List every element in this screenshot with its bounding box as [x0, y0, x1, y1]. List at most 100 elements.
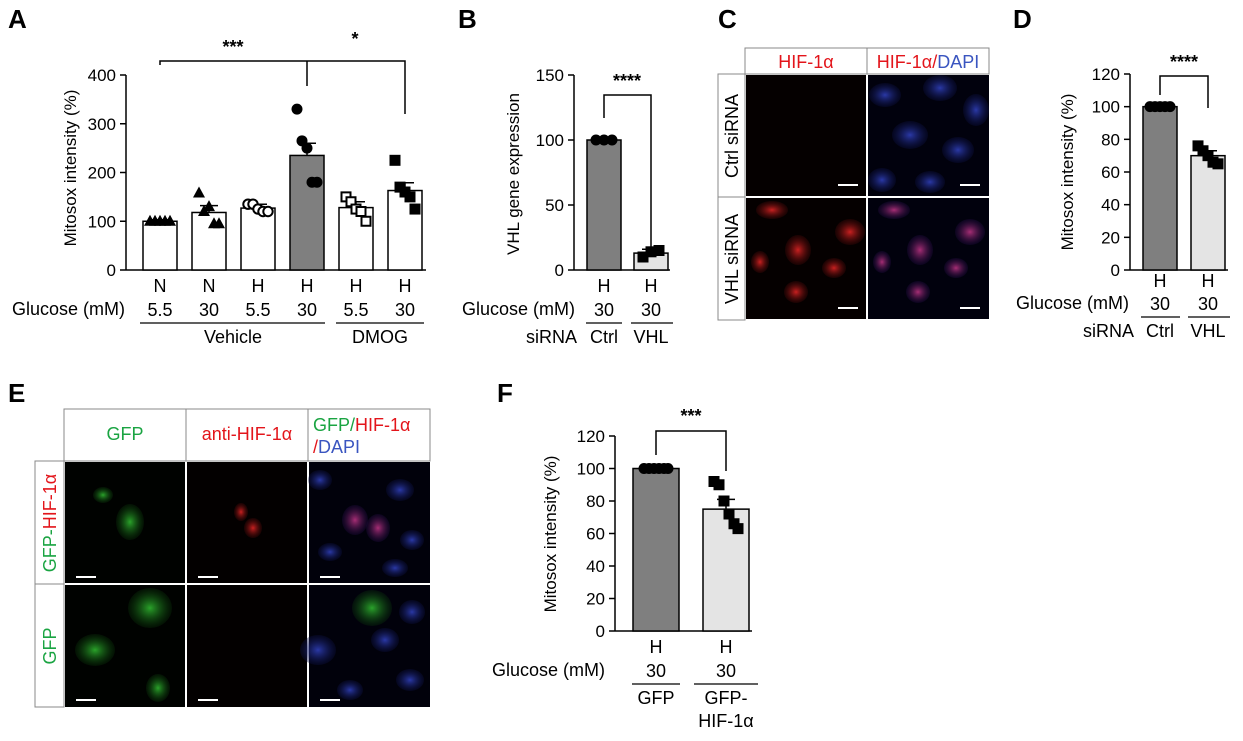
panel-f-ylabel: Mitosox intensity (%) — [541, 456, 560, 613]
y-tick-label: 40 — [586, 557, 605, 576]
panel-b-xlabel: H — [645, 276, 658, 296]
y-tick-label: 150 — [536, 66, 564, 85]
y-tick-label: 200 — [88, 164, 116, 183]
data-point — [637, 251, 649, 263]
panel-a-xlabel: H — [350, 276, 363, 296]
panel-e-row-gfp-hif: GFP-HIF-1α — [40, 474, 60, 572]
panel-d-plot: 0 20 40 60 80 100 120 — [1092, 65, 1228, 280]
y-tick-label: 400 — [88, 66, 116, 85]
panel-a-ylabel: Mitosox intensity (%) — [61, 90, 80, 247]
panel-a-bracket-1 — [159, 60, 406, 114]
panel-d-row-label-glucose: Glucose (mM) — [1016, 293, 1129, 313]
y-tick-label: 20 — [1101, 228, 1120, 247]
panel-f-xlabel: HIF-1α — [698, 711, 753, 731]
panel-e-cells-r2-merge — [300, 590, 425, 700]
y-tick-label: 50 — [545, 196, 564, 215]
bar — [289, 154, 325, 271]
panel-c-col-merge-hif: HIF-1α/ — [877, 52, 937, 72]
data-point — [355, 206, 367, 217]
panel-b-ylabel: VHL gene expression — [504, 93, 523, 255]
bar — [387, 189, 423, 271]
panel-d-xlabel: VHL — [1190, 321, 1225, 341]
panel-e-col-anti-hif: anti-HIF-1α — [202, 424, 292, 444]
panel-f-plot: 0 20 40 60 80 100 120 — [577, 427, 752, 641]
panel-b-sig: **** — [613, 71, 641, 91]
y-tick-label: 100 — [577, 460, 605, 479]
panel-f-xlabel: H — [650, 637, 663, 657]
panel-a-xlabel: 5.5 — [245, 300, 270, 320]
panel-e-col-gfp: GFP — [106, 424, 143, 444]
data-point — [360, 215, 372, 227]
panel-a-xlabel: H — [399, 276, 412, 296]
data-point — [311, 176, 323, 188]
y-tick-label: 0 — [107, 261, 116, 280]
panel-a-xrow1: N N H H H H — [154, 276, 412, 296]
panel-c-row-ctrl: Ctrl siRNA — [722, 94, 742, 178]
data-point — [590, 134, 602, 146]
data-point — [291, 103, 303, 115]
panel-c-col-hif: HIF-1α — [778, 52, 833, 72]
data-point — [598, 134, 610, 146]
panel-letter-c: C — [718, 4, 737, 34]
panel-b-xlabel: 30 — [594, 300, 614, 320]
panel-d-sig: **** — [1170, 52, 1198, 72]
panel-f-xlabel: 30 — [716, 661, 736, 681]
panel-e-row-gfp: GFP — [40, 627, 60, 664]
panel-b-xlabel: 30 — [641, 300, 661, 320]
bar — [1190, 154, 1226, 271]
panel-c-nuclei-vhl-merge — [873, 201, 985, 303]
data-point — [404, 191, 416, 203]
panel-d-bracket — [1159, 75, 1209, 108]
panel-c-row-vhl: VHL siRNA — [722, 214, 742, 304]
panel-d-xlabel: 30 — [1150, 294, 1170, 314]
panel-letter-f: F — [497, 378, 513, 408]
panel-f-xlabel: H — [720, 637, 733, 657]
y-tick-label: 40 — [1101, 196, 1120, 215]
data-point — [606, 134, 618, 146]
y-tick-label: 80 — [586, 492, 605, 511]
y-tick-label: 0 — [555, 261, 564, 280]
panel-a-xlabel: 30 — [297, 300, 317, 320]
panel-e-col-merge-line2: /DAPI — [313, 437, 360, 457]
data-point — [301, 142, 313, 154]
panel-e-col-merge-hif: HIF-1α — [355, 415, 410, 435]
panel-b-xlabel: H — [598, 276, 611, 296]
panel-letter-a: A — [8, 4, 27, 34]
panel-f-bracket — [655, 430, 727, 471]
data-point — [389, 154, 401, 166]
panel-e-scale-bars — [76, 576, 340, 701]
panel-a-plot: 0 100 200 300 400 — [88, 66, 426, 280]
panel-a-glucose-label: Glucose (mM) — [12, 299, 125, 319]
panel-a-xlabel: 30 — [199, 300, 219, 320]
panel-b: B VHL gene expression 0 50 100 150 **** Glu… — [458, 4, 673, 347]
data-point — [718, 495, 730, 507]
panel-e-col-merge-gfp: GFP/ — [313, 415, 355, 435]
y-tick-label: 0 — [1111, 261, 1120, 280]
panel-c-image-ctrl-hif — [746, 75, 866, 196]
panel-b-row-label-sirna: siRNA — [526, 327, 577, 347]
panel-a-xlabel: N — [154, 276, 167, 296]
panel-c-nuclei-ctrl-merge — [868, 75, 989, 193]
y-tick-label: 80 — [1101, 130, 1120, 149]
panel-e-cells-r1-hif — [234, 503, 262, 538]
data-point — [723, 508, 735, 520]
y-tick-label: 120 — [577, 427, 605, 446]
panel-e-cells-r1-gfp — [93, 487, 144, 540]
data-point — [164, 214, 176, 226]
data-point — [1164, 101, 1176, 113]
y-tick-label: 20 — [586, 590, 605, 609]
panel-a-group-dmog: DMOG — [352, 327, 408, 347]
panel-e-image-r2-hif — [187, 585, 307, 707]
panel-b-plot: 0 50 100 150 — [536, 66, 670, 280]
panel-e-col-merge: GFP/HIF-1α — [313, 415, 410, 435]
panel-a-xlabel: 5.5 — [343, 300, 368, 320]
panel-a-sig-2: * — [351, 29, 358, 49]
panel-f-xlabel: GFP- — [705, 688, 748, 708]
panel-d-ylabel: Mitosox intensity (%) — [1058, 94, 1077, 251]
panel-c-col-merge-dapi: DAPI — [937, 52, 979, 72]
panel-a-xlabel: H — [301, 276, 314, 296]
panel-d: D Mitosox intensity (%) 020406080100120 … — [1013, 4, 1230, 341]
panel-e-cells-r1-merge — [308, 470, 424, 577]
panel-c-nuclei-vhl-hif — [751, 201, 865, 303]
